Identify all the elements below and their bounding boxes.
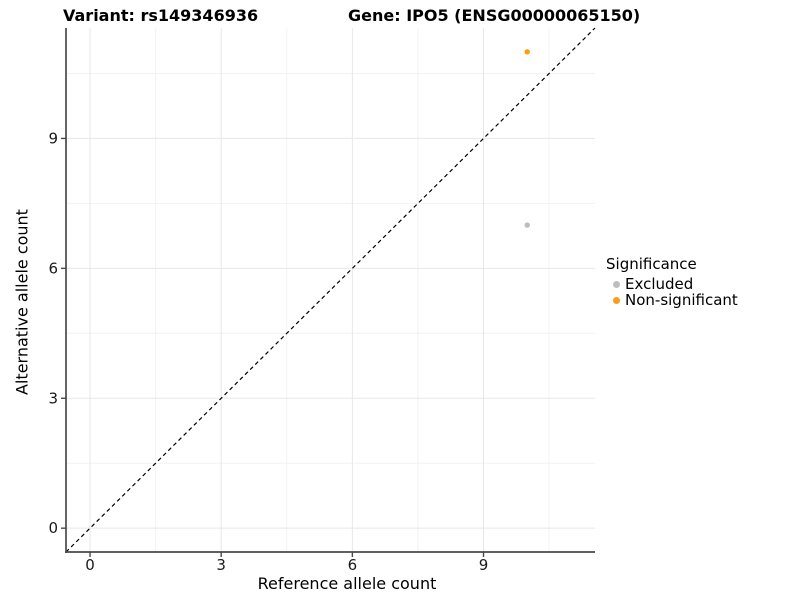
x-tick-label: 3 bbox=[216, 556, 226, 574]
y-tick-label: 9 bbox=[48, 129, 58, 147]
legend-item-excluded: Excluded bbox=[606, 276, 738, 292]
x-tick-label: 0 bbox=[85, 556, 95, 574]
legend-title: Significance bbox=[606, 255, 697, 273]
y-tick-label: 0 bbox=[48, 519, 58, 537]
identity-line bbox=[65, 27, 596, 553]
excluded-point-swatch bbox=[613, 280, 620, 288]
y-tick-label: 3 bbox=[48, 389, 58, 407]
data-point-non-significant bbox=[524, 49, 530, 55]
variant-title: Variant: rs149346936 bbox=[63, 6, 259, 25]
data-point-excluded bbox=[524, 222, 530, 228]
legend-item-label: Excluded bbox=[625, 275, 694, 293]
legend-item-non-significant: Non-significant bbox=[606, 292, 738, 308]
legend-item-label: Non-significant bbox=[625, 291, 738, 309]
y-axis-title: Alternative allele count bbox=[12, 209, 32, 395]
gene-title: Gene: IPO5 (ENSG00000065150) bbox=[348, 6, 641, 25]
non-significant-point-swatch bbox=[613, 296, 620, 304]
y-tick-label: 6 bbox=[48, 259, 58, 277]
legend: Significance Excluded Non-significant bbox=[606, 256, 738, 308]
x-axis-title: Reference allele count bbox=[257, 574, 437, 593]
x-tick-label: 6 bbox=[348, 556, 358, 574]
x-tick-label: 9 bbox=[479, 556, 489, 574]
